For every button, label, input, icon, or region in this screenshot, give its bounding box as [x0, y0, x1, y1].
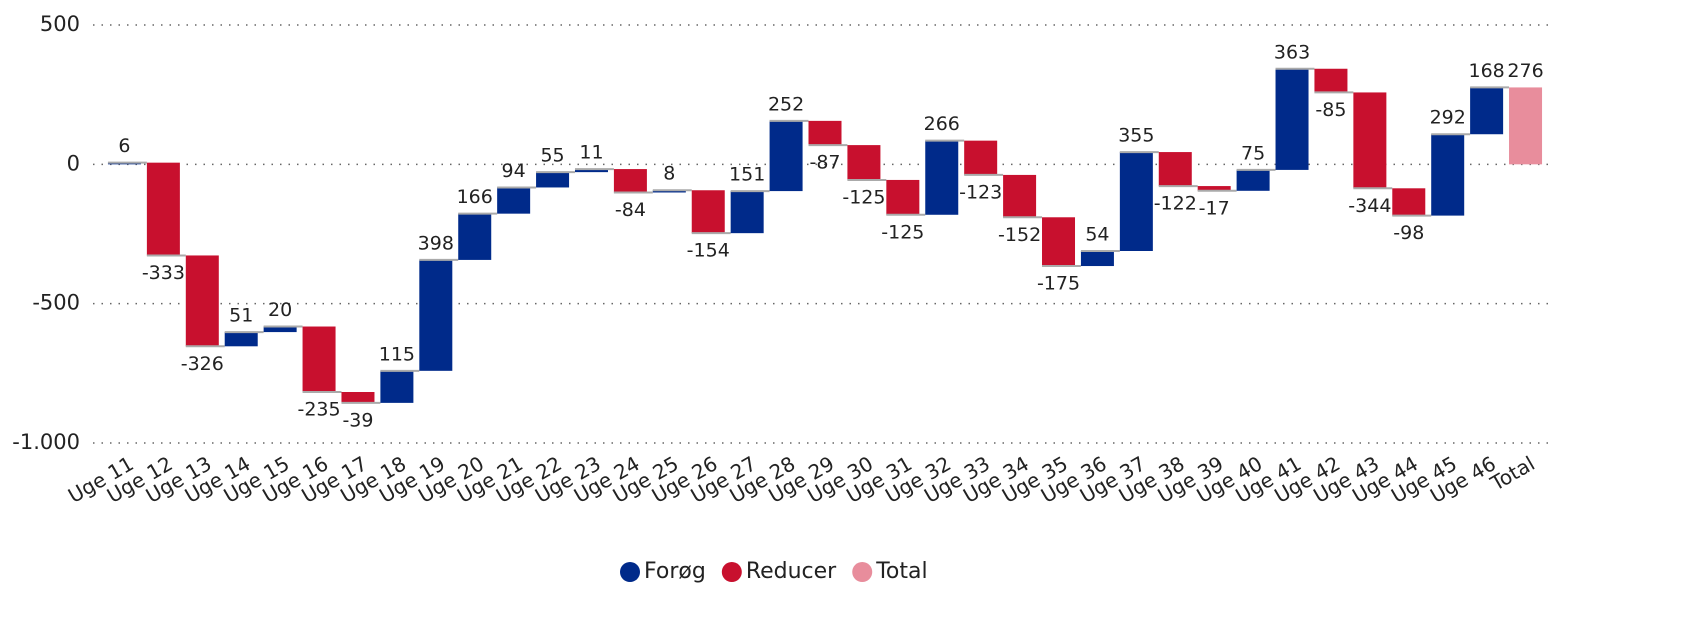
- data-label: -326: [181, 353, 224, 375]
- data-label: 20: [268, 299, 292, 321]
- data-label: -152: [998, 224, 1041, 246]
- data-label: -123: [959, 181, 1002, 203]
- data-label: 11: [579, 142, 603, 164]
- bar: [1431, 134, 1465, 216]
- bar: [964, 140, 998, 175]
- bar: [1236, 169, 1270, 191]
- bar: [886, 179, 920, 215]
- bar: [302, 326, 336, 393]
- data-label: -39: [342, 409, 373, 431]
- x-tick-label: Total: [1485, 451, 1538, 496]
- bar: [1003, 174, 1037, 218]
- data-label: 6: [118, 135, 130, 157]
- bar: [1080, 250, 1114, 267]
- legend-item: Reducer: [721, 559, 837, 584]
- data-label: -85: [1315, 99, 1346, 121]
- data-label: 55: [540, 145, 564, 167]
- data-label: 94: [502, 160, 526, 182]
- bar: [1119, 152, 1153, 251]
- data-label: -333: [142, 262, 185, 284]
- data-label: 51: [229, 305, 253, 327]
- bar: [1353, 92, 1387, 189]
- bar: [613, 169, 647, 193]
- data-label: 276: [1507, 60, 1543, 82]
- data-label: -87: [809, 152, 840, 174]
- data-label: 115: [379, 343, 415, 365]
- bar: [263, 326, 297, 333]
- bar: [224, 332, 258, 347]
- data-label: 266: [924, 113, 960, 135]
- data-label: 166: [457, 186, 493, 208]
- legend-label: Forøg: [644, 559, 706, 584]
- data-label: -125: [881, 221, 924, 243]
- data-label: 168: [1468, 60, 1504, 82]
- data-label: -17: [1199, 197, 1230, 219]
- data-label: 8: [663, 163, 675, 185]
- data-label: 151: [729, 164, 765, 186]
- bar: [419, 259, 453, 371]
- data-label: -344: [1348, 195, 1391, 217]
- bar: [691, 190, 725, 234]
- legend-swatch: [852, 562, 873, 582]
- bar: [1197, 186, 1231, 191]
- y-tick-label: 0: [67, 151, 80, 175]
- bar: [458, 213, 492, 260]
- data-label: -84: [615, 199, 646, 221]
- bar: [769, 120, 803, 192]
- data-label: -98: [1393, 222, 1424, 244]
- bar: [925, 140, 959, 215]
- y-tick-label: 500: [40, 12, 80, 36]
- legend-swatch: [620, 562, 640, 582]
- bar: [380, 370, 414, 403]
- data-label: 252: [768, 93, 804, 115]
- data-label: -122: [1154, 193, 1197, 215]
- bar: [497, 187, 531, 214]
- data-label: -154: [687, 240, 730, 262]
- legend-item: Total: [852, 559, 928, 584]
- data-label: -125: [842, 186, 885, 208]
- data-label: 292: [1430, 107, 1466, 129]
- bar: [1314, 68, 1348, 93]
- bar: [185, 255, 219, 347]
- legend-label: Reducer: [746, 559, 837, 584]
- bar: [1275, 68, 1309, 170]
- bar: [574, 169, 608, 173]
- bar: [1158, 152, 1192, 187]
- y-tick-label: -500: [32, 291, 80, 315]
- bar: [536, 172, 570, 188]
- data-label: 54: [1085, 223, 1109, 245]
- data-label: -235: [297, 399, 340, 421]
- bar: [1509, 87, 1543, 165]
- data-label: 75: [1241, 142, 1265, 164]
- data-label: 363: [1274, 41, 1310, 63]
- bar: [1470, 87, 1504, 135]
- legend-item: Forøg: [620, 559, 706, 584]
- bar: [341, 392, 375, 403]
- bar: [146, 162, 180, 256]
- legend-swatch: [721, 562, 742, 582]
- bar: [730, 191, 764, 234]
- data-label: -175: [1037, 273, 1080, 295]
- bar: [1392, 188, 1426, 216]
- bar: [808, 120, 842, 146]
- data-label: 355: [1118, 125, 1154, 147]
- bar: [1042, 217, 1076, 267]
- data-label: 398: [418, 232, 454, 254]
- bar: [652, 190, 686, 193]
- bar: [847, 145, 881, 180]
- y-tick-label: -1.000: [12, 430, 80, 454]
- legend-label: Total: [875, 559, 927, 584]
